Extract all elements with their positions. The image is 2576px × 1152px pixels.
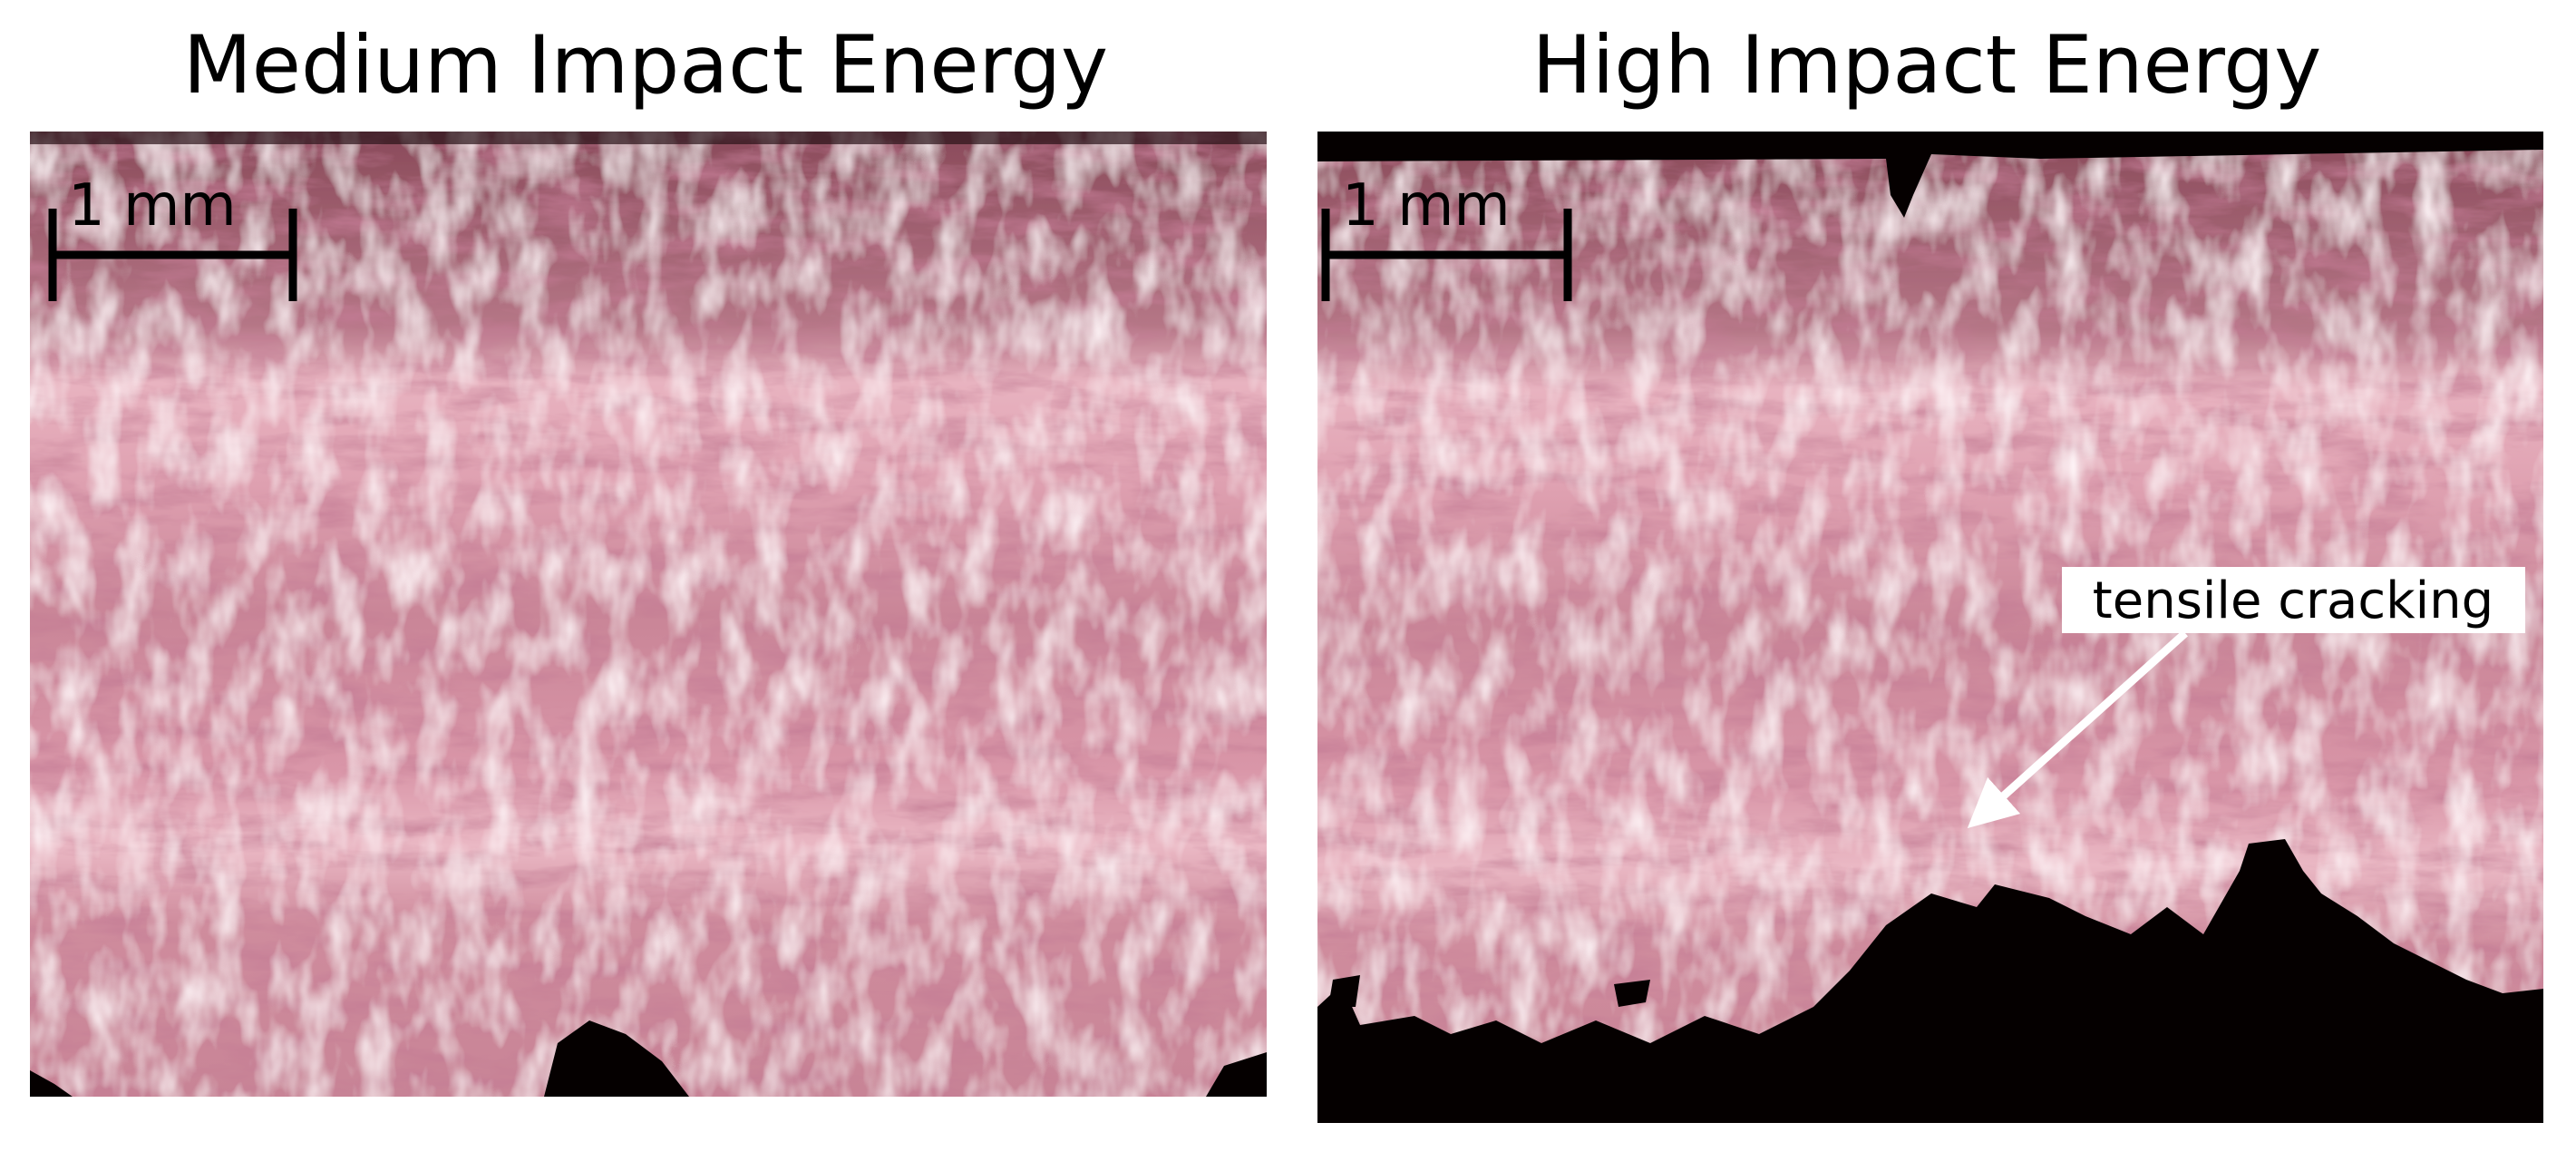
- panel-title: High Impact Energy: [1532, 18, 2322, 112]
- micrograph: [1317, 132, 2543, 1123]
- panel-title: Medium Impact Energy: [183, 18, 1108, 112]
- scale-bar: [1321, 209, 1572, 301]
- void: [1317, 839, 2543, 1123]
- scale-label: 1 mm: [68, 172, 237, 239]
- scale-bar: [48, 209, 297, 301]
- specimen: [30, 132, 1267, 1097]
- annotation: tensile cracking: [2093, 571, 2493, 630]
- void: [1317, 132, 2543, 218]
- void: [30, 1020, 1267, 1097]
- void: [1328, 975, 1650, 1007]
- annotation-arrow: [1967, 630, 2189, 829]
- micrograph: [30, 132, 1267, 1097]
- scale-label: 1 mm: [1342, 172, 1511, 239]
- edge: [30, 132, 1267, 144]
- annotation-box: [2062, 567, 2525, 633]
